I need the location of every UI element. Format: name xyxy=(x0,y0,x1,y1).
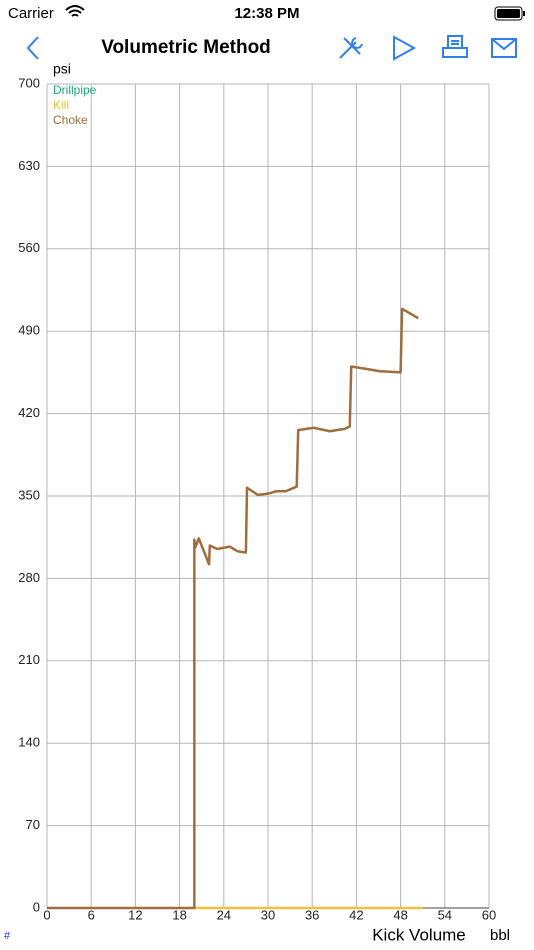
print-button[interactable] xyxy=(442,35,468,58)
nav-title: Volumetric Method xyxy=(101,37,271,58)
y-tick-label: 700 xyxy=(18,75,40,90)
time: 12:38 PM xyxy=(234,5,299,22)
mail-button[interactable] xyxy=(491,38,517,58)
y-tick-label: 350 xyxy=(18,487,40,502)
y-tick-label: 70 xyxy=(26,817,40,832)
x-tick-label: 24 xyxy=(217,907,231,922)
y-unit: psi xyxy=(53,61,71,77)
series-line xyxy=(47,307,419,910)
hash-label: # xyxy=(4,930,11,942)
x-tick-label: 30 xyxy=(261,907,275,922)
x-tick-label: 6 xyxy=(88,907,95,922)
y-tick-label: 490 xyxy=(18,323,40,338)
x-axis-label: Kick Volume xyxy=(372,925,466,944)
x-tick-label: 36 xyxy=(305,907,319,922)
legend-entry: Drillpipe xyxy=(53,83,97,97)
x-tick-label: 60 xyxy=(482,907,496,922)
legend-entry: Kill xyxy=(53,98,69,112)
y-tick-label: 560 xyxy=(18,240,40,255)
play-button[interactable] xyxy=(393,35,417,61)
battery-tip xyxy=(523,11,525,16)
y-tick-label: 630 xyxy=(18,158,40,173)
y-tick-label: 0 xyxy=(33,899,40,914)
battery xyxy=(494,6,523,21)
y-tick-label: 140 xyxy=(18,735,40,750)
carrier: Carrier xyxy=(8,5,54,22)
x-tick-label: 0 xyxy=(43,907,50,922)
x-tick-label: 12 xyxy=(128,907,142,922)
y-tick-label: 420 xyxy=(18,405,40,420)
x-tick-label: 18 xyxy=(172,907,186,922)
y-tick-label: 210 xyxy=(18,652,40,667)
legend-entry: Choke xyxy=(53,113,88,127)
x-tick-label: 48 xyxy=(393,907,407,922)
battery-level xyxy=(497,9,520,18)
wifi-icon xyxy=(65,5,85,17)
x-tick-label: 42 xyxy=(349,907,363,922)
back-button[interactable] xyxy=(26,36,39,60)
x-unit: bbl xyxy=(490,927,510,944)
y-tick-label: 280 xyxy=(18,570,40,585)
x-tick-label: 54 xyxy=(438,907,452,922)
settings-button[interactable] xyxy=(339,37,363,59)
